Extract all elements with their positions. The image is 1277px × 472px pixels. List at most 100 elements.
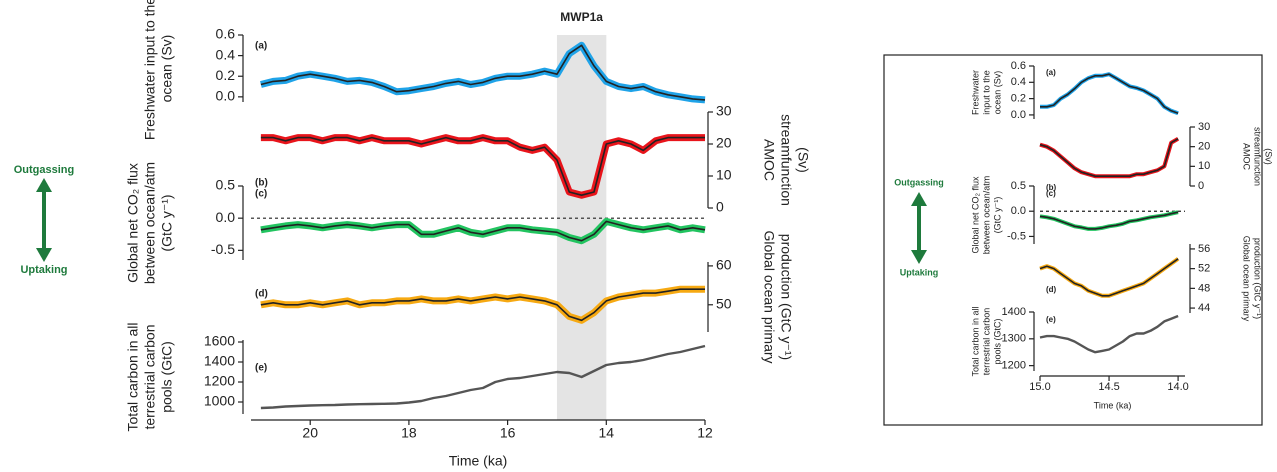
y-axis-label: Total carbon in all xyxy=(970,306,980,376)
y-axis-label: AMOC xyxy=(1242,143,1252,171)
y-tick-label: 1400 xyxy=(204,353,235,369)
series-line xyxy=(1039,258,1179,297)
y-axis-label: (GtC y⁻¹) xyxy=(992,197,1002,234)
arrow-label: Outgassing xyxy=(14,164,75,176)
flux-arrow xyxy=(36,178,52,262)
y-axis-label: Total carbon in all xyxy=(125,323,141,432)
y-tick-label: 1600 xyxy=(204,333,235,349)
y-axis-label: production (GtC y⁻¹) xyxy=(778,234,794,360)
x-tick-label: 15.0 xyxy=(1029,381,1050,393)
panel-label: (c) xyxy=(1046,189,1056,198)
y-tick-label: 10 xyxy=(1198,160,1210,172)
y-tick-label: 0.0 xyxy=(216,88,236,104)
series-line xyxy=(260,44,706,101)
y-tick-label: 50 xyxy=(716,295,732,311)
y-tick-label: 0.4 xyxy=(216,46,236,62)
x-tick-label: 14.5 xyxy=(1098,381,1119,393)
y-tick-label: 1300 xyxy=(1002,333,1026,345)
y-tick-label: 56 xyxy=(1198,243,1210,255)
y-tick-label: 0.2 xyxy=(1011,93,1026,105)
inset-frame xyxy=(883,54,1263,426)
y-tick-label: 0.5 xyxy=(1011,180,1026,192)
y-axis-label: streamfunction xyxy=(1253,127,1263,186)
y-axis-label: ocean (Sv) xyxy=(992,71,1002,115)
y-axis-label: Global net CO₂ flux xyxy=(125,163,141,283)
inset-flux-arrow xyxy=(911,192,927,264)
y-axis-label: terrestrial carbon xyxy=(981,308,991,376)
series-band xyxy=(1039,257,1180,298)
y-axis-label: (GtC y⁻¹) xyxy=(159,194,175,251)
y-tick-label: 0 xyxy=(1198,180,1204,192)
y-tick-label: 0.5 xyxy=(216,177,236,193)
y-axis-label: between ocean/atm xyxy=(142,162,158,284)
series-band xyxy=(260,41,706,104)
y-tick-label: 0.4 xyxy=(1011,76,1026,88)
y-tick-label: 10 xyxy=(716,167,732,183)
arrow-label: Outgassing xyxy=(894,177,944,187)
y-tick-label: 1000 xyxy=(204,393,235,409)
panel-label: (e) xyxy=(1046,315,1056,324)
y-axis-label: terrestrial carbon xyxy=(142,324,158,429)
y-tick-label: -0.5 xyxy=(1007,230,1026,242)
y-axis-label: Freshwater input to the xyxy=(142,0,158,140)
panel-label: (b) xyxy=(255,178,268,189)
y-axis-label: input to the xyxy=(981,70,991,115)
series-line xyxy=(1039,314,1179,354)
x-tick-label: 12 xyxy=(697,425,713,441)
y-tick-label: 0.6 xyxy=(1011,60,1026,72)
y-axis-label: production (GtC y⁻¹) xyxy=(1253,238,1263,319)
y-axis-label: Global ocean primary xyxy=(761,230,777,363)
panel-label: (e) xyxy=(255,363,267,374)
y-axis-label: (Sv) xyxy=(1264,148,1274,165)
x-tick-label: 14 xyxy=(599,425,615,441)
y-tick-label: 0.6 xyxy=(216,26,236,42)
y-tick-label: 44 xyxy=(1198,302,1210,314)
y-tick-label: 0.2 xyxy=(216,67,236,83)
series-band xyxy=(260,217,706,245)
y-axis-label: pools (GtC) xyxy=(992,318,1002,364)
arrow-label: Uptaking xyxy=(20,264,67,276)
y-tick-label: 48 xyxy=(1198,282,1210,294)
series-line xyxy=(1040,73,1179,115)
y-axis-label: between ocean/atm xyxy=(981,176,991,255)
x-axis-label: Time (ka) xyxy=(1094,400,1132,410)
panel-label: (d) xyxy=(255,289,268,300)
series-line xyxy=(260,344,706,410)
y-axis-label: Global ocean primary xyxy=(1242,236,1252,322)
panel-label: (a) xyxy=(1046,68,1056,77)
y-tick-label: 30 xyxy=(716,103,732,119)
series-line xyxy=(260,288,705,322)
x-tick-label: 14.0 xyxy=(1167,381,1188,393)
y-tick-label: 20 xyxy=(716,135,732,151)
y-tick-label: 0.0 xyxy=(216,209,236,225)
y-tick-label: 1200 xyxy=(1002,360,1026,372)
series-band xyxy=(260,134,705,199)
y-axis-label: streamfunction xyxy=(778,114,794,206)
series-line xyxy=(1039,138,1179,177)
y-axis-label: AMOC xyxy=(761,139,777,181)
y-tick-label: 1200 xyxy=(204,373,235,389)
y-axis-label: ocean (Sv) xyxy=(159,35,175,103)
y-tick-label: 1400 xyxy=(1002,306,1026,318)
panel-label: (a) xyxy=(255,41,267,52)
y-tick-label: 0.0 xyxy=(1011,109,1026,121)
y-axis-label: (Sv) xyxy=(795,147,811,173)
y-axis-label: Global net CO₂ flux xyxy=(970,176,980,254)
panel-label: (d) xyxy=(1046,285,1057,294)
y-tick-label: 30 xyxy=(1198,121,1210,133)
event-label: MWP1a xyxy=(560,10,603,24)
panel-label: (b) xyxy=(1046,183,1057,192)
arrow-label: Uptaking xyxy=(900,267,939,277)
series-line xyxy=(260,136,705,196)
y-tick-label: 0 xyxy=(716,199,724,215)
y-tick-label: 52 xyxy=(1198,263,1210,275)
y-tick-label: 0.0 xyxy=(1011,205,1026,217)
series-line xyxy=(260,220,706,242)
y-tick-label: 20 xyxy=(1198,141,1210,153)
series-line xyxy=(1039,211,1179,230)
y-axis-label: Freshwater xyxy=(970,70,980,115)
panel-label: (c) xyxy=(255,189,267,200)
y-axis-label: pools (GtC) xyxy=(159,341,175,413)
y-tick-label: 60 xyxy=(716,257,732,273)
